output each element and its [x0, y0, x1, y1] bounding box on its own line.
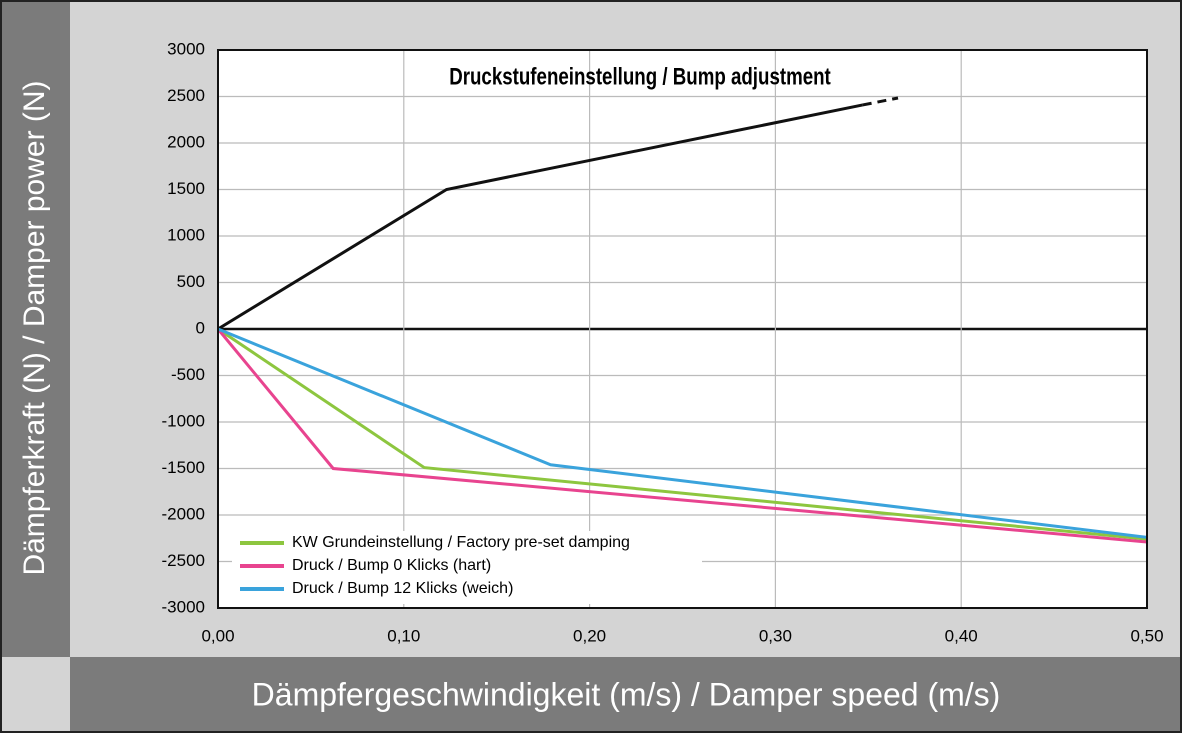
y-tick-label: 0	[196, 318, 205, 337]
y-tick-label: -3000	[162, 597, 205, 616]
y-label-band	[0, 0, 70, 657]
y-tick-label: -1000	[162, 411, 205, 430]
x-tick-label: 0,10	[387, 626, 420, 645]
y-tick-label: 2000	[167, 132, 205, 151]
x-tick-label: 0,50	[1130, 626, 1163, 645]
y-tick-label: 500	[177, 272, 205, 291]
y-tick-label: -1500	[162, 458, 205, 477]
x-tick-label: 0,20	[573, 626, 606, 645]
legend-label: Druck / Bump 0 Klicks (hart)	[292, 557, 491, 574]
y-tick-label: -2500	[162, 551, 205, 570]
series-line	[217, 327, 1148, 539]
series-line	[216, 328, 1148, 544]
y-tick-label: 3000	[167, 39, 205, 58]
y-tick-label: 1000	[167, 225, 205, 244]
y-tick-label: 1500	[167, 179, 205, 198]
x-tick-label: 0,00	[201, 626, 234, 645]
y-axis-label: Dämpferkraft (N) / Damper power (N)	[18, 80, 51, 575]
y-tick-label: -500	[171, 365, 205, 384]
series-line	[217, 327, 1148, 541]
x-tick-label: 0,40	[945, 626, 978, 645]
series-line	[862, 96, 899, 107]
x-axis-label: Dämpfergeschwindigkeit (m/s) / Damper sp…	[252, 676, 1001, 712]
legend-label: KW Grundeinstellung / Factory pre-set da…	[292, 534, 630, 551]
legend-box	[232, 531, 702, 604]
series-line	[217, 103, 864, 331]
x-tick-label: 0,30	[759, 626, 792, 645]
plot-border	[217, 49, 1148, 609]
chart-title: Druckstufeneinstellung / Bump adjustment	[449, 63, 831, 90]
x-label-band	[70, 657, 1182, 733]
y-tick-label: 2500	[167, 86, 205, 105]
y-tick-label: -2000	[162, 504, 205, 523]
legend-label: Druck / Bump 12 Klicks (weich)	[292, 580, 513, 597]
